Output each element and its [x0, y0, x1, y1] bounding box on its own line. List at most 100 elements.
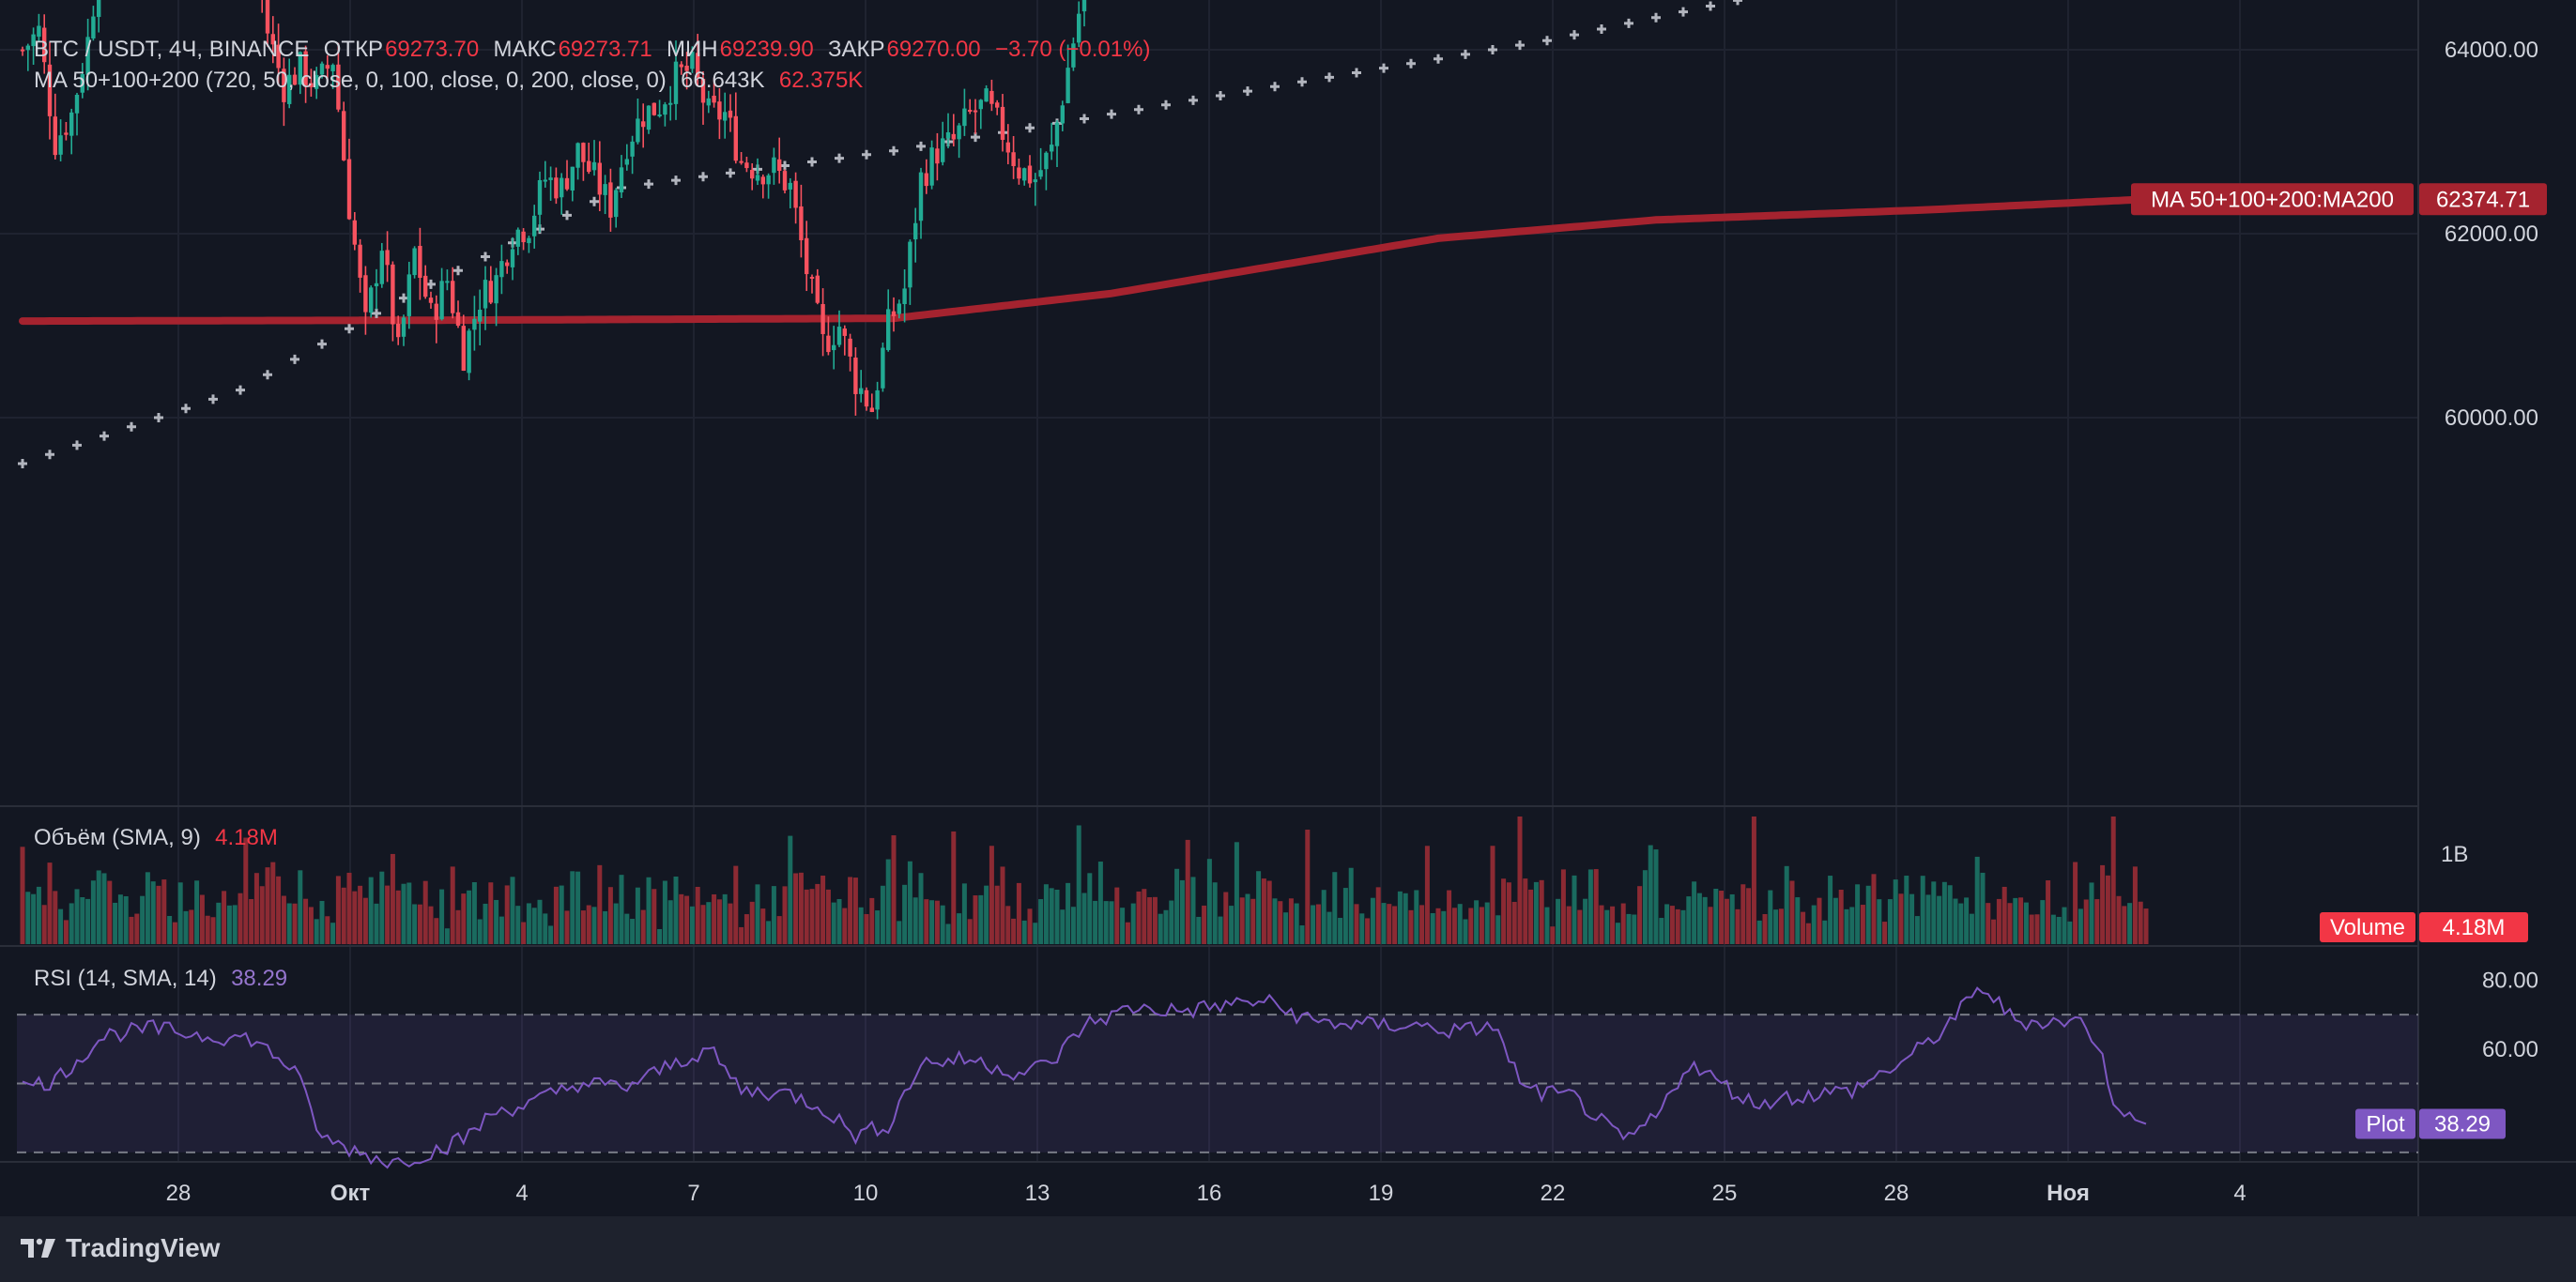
- volume-bar-down: [1511, 901, 1517, 944]
- volume-bar-down: [107, 880, 113, 944]
- candle-down: [733, 115, 738, 161]
- candle-up: [439, 281, 444, 320]
- volume-bar-up: [1033, 923, 1038, 944]
- volume-bar-up: [123, 895, 129, 944]
- ma200-price-badge-text: 62374.71: [2436, 187, 2530, 212]
- volume-bar-up: [771, 886, 776, 944]
- volume-bar-down: [1860, 905, 1865, 944]
- volume-bar-down: [156, 885, 161, 944]
- candle-up: [723, 112, 728, 121]
- volume-bar-up: [1904, 876, 1909, 944]
- volume-bar-up: [167, 915, 173, 944]
- volume-bar-down: [793, 873, 799, 944]
- volume-bar-up: [1245, 893, 1250, 944]
- volume-bar-up: [2127, 903, 2133, 944]
- volume-bar-down: [1261, 878, 1266, 944]
- ma-indicator-name: MA 50+100+200 (720, 50, close, 0, 100, c…: [34, 68, 667, 93]
- volume-bar-up: [978, 894, 984, 944]
- volume-bar-down: [716, 899, 722, 944]
- volume-legend[interactable]: Объём (SMA, 9) 4.18M: [34, 825, 280, 851]
- candle-up: [515, 229, 520, 247]
- volume-bar-up: [2050, 914, 2056, 944]
- volume-bar-down: [1675, 908, 1680, 944]
- volume-bar-down: [712, 893, 717, 944]
- volume-bar-up: [630, 919, 636, 944]
- volume-bar-down: [422, 880, 428, 944]
- volume-axis-label: 1B: [2441, 842, 2468, 867]
- volume-bar-up: [1653, 849, 1659, 944]
- volume-bar-up: [836, 898, 842, 944]
- volume-bar-down: [1817, 897, 1822, 944]
- chart-canvas[interactable]: 28 Окт 4 7 10 13 16 19 22 25 28 Ноя 4 60000.00 62000.0…: [0, 0, 2576, 1216]
- volume-bar-up: [788, 835, 793, 944]
- ma50-marker: [72, 440, 82, 450]
- rsi-value-badge: [2419, 1108, 2506, 1139]
- candle-down: [820, 303, 825, 334]
- volume-bar-down: [210, 917, 216, 944]
- candle-down: [488, 281, 493, 303]
- candle-up: [929, 147, 934, 186]
- volume-bar-up: [912, 897, 918, 944]
- volume-bar-up: [1893, 879, 1898, 944]
- candle-up: [1066, 68, 1070, 103]
- volume-bar-down: [869, 897, 875, 944]
- volume-bar-down: [1506, 882, 1511, 944]
- volume-bar-up: [918, 873, 924, 944]
- candle-up: [1050, 145, 1054, 152]
- volume-bar-up: [58, 908, 64, 944]
- brand-name: TradingView: [66, 1233, 221, 1262]
- high-label: МАКС: [493, 37, 557, 62]
- ma200-legend-value: 62.375K: [778, 68, 864, 93]
- volume-bar-down: [749, 901, 755, 944]
- volume-bar-up: [1038, 899, 1044, 944]
- volume-bar-down: [276, 876, 282, 944]
- volume-bar-down: [303, 898, 309, 944]
- volume-bar-up: [510, 877, 515, 944]
- candle-down: [799, 206, 804, 240]
- candle-up: [527, 237, 531, 244]
- candle-up: [755, 175, 760, 181]
- volume-bar-up: [755, 884, 760, 944]
- candle-down: [968, 110, 973, 113]
- volume-bar-up: [1021, 920, 1027, 944]
- ma-legend[interactable]: MA 50+100+200 (720, 50, close, 0, 100, c…: [34, 68, 865, 94]
- volume-bar-up: [25, 892, 31, 944]
- tradingview-brand[interactable]: TradingView: [21, 1233, 220, 1263]
- volume-bar-up: [1196, 916, 1202, 944]
- volume-bar-down: [852, 878, 858, 944]
- candle-down: [935, 148, 940, 164]
- volume-bar-down: [2083, 899, 2089, 944]
- volume-bar-up: [1615, 923, 1620, 944]
- volume-bar-down: [521, 922, 527, 944]
- candle-down: [1005, 142, 1010, 153]
- x-tick-label: 4: [515, 1181, 528, 1206]
- symbol-label[interactable]: BTC / USDT, 4Ч, BINANCE: [34, 37, 310, 62]
- volume-bar-down: [1185, 839, 1190, 944]
- rsi-legend[interactable]: RSI (14, SMA, 14) 38.29: [34, 966, 289, 992]
- volume-bar-down: [1669, 906, 1675, 944]
- candle-up: [859, 388, 864, 394]
- candle-down: [951, 133, 956, 140]
- candle-up: [984, 88, 989, 102]
- ma50-marker: [481, 252, 490, 262]
- volume-bar-up: [1832, 897, 1838, 944]
- volume-bar-up: [2089, 882, 2094, 944]
- candle-up: [445, 281, 450, 283]
- volume-bar-up: [1604, 909, 1610, 944]
- volume-bar-down: [1354, 904, 1359, 944]
- volume-bar-up: [379, 871, 385, 944]
- low-value: 69239.90: [719, 37, 814, 62]
- volume-bar-up: [1692, 881, 1697, 944]
- ma50-marker: [1542, 36, 1552, 46]
- volume-bar-down: [362, 897, 368, 944]
- candle-up: [886, 309, 891, 350]
- volume-bar-up: [31, 893, 37, 944]
- volume-bar-up: [875, 910, 881, 944]
- volume-bar-down: [292, 903, 298, 944]
- volume-bar-down: [760, 908, 766, 944]
- ma50-marker: [698, 172, 708, 182]
- volume-bar-down: [1838, 889, 1844, 944]
- volume-bar-down: [1871, 874, 1877, 944]
- ma50-marker: [1733, 0, 1742, 6]
- volume-bar-down: [1375, 887, 1381, 944]
